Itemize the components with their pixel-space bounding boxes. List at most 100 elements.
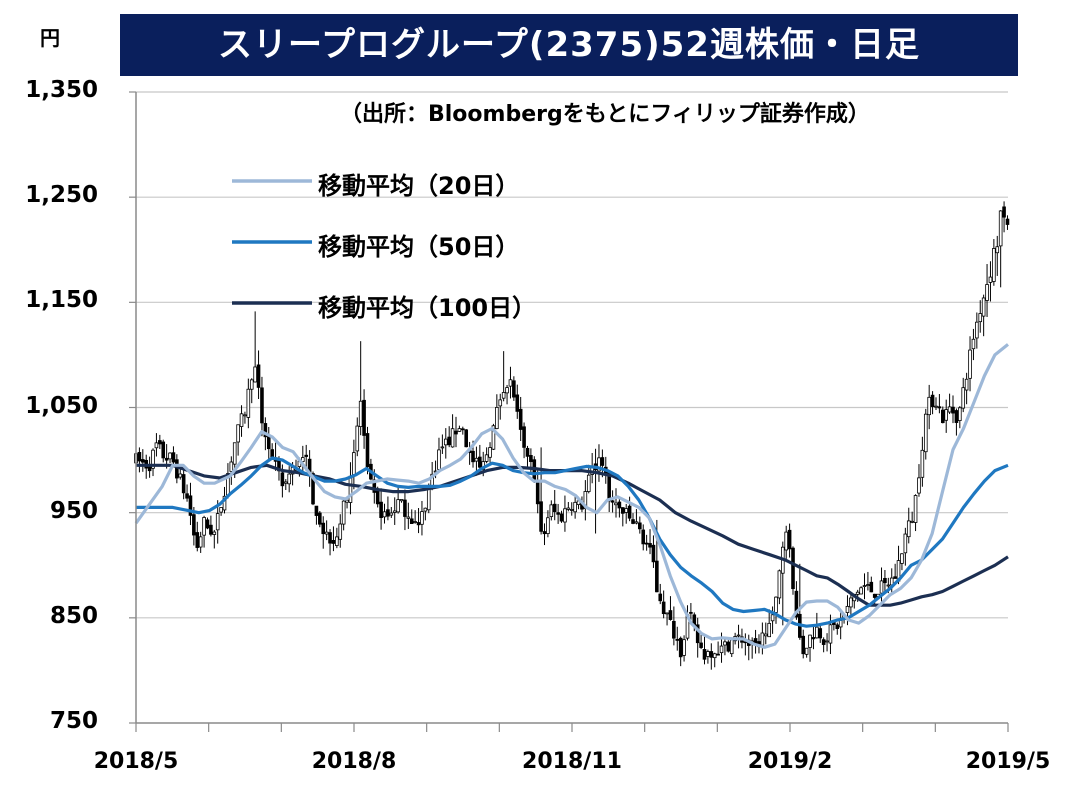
- candle-body: [188, 495, 193, 516]
- candle-body: [147, 466, 152, 472]
- candle-body: [937, 406, 942, 409]
- candle-body: [862, 585, 867, 588]
- candle-body: [260, 387, 264, 424]
- candle-body: [512, 380, 516, 398]
- candle-body: [345, 499, 349, 503]
- candle-body: [229, 461, 234, 472]
- candle-body: [478, 456, 482, 468]
- candle-body: [324, 531, 329, 535]
- candle-body: [175, 459, 179, 479]
- candle-body: [488, 447, 492, 458]
- candle-body: [927, 396, 931, 416]
- candle-body: [947, 406, 952, 413]
- candle-body: [437, 449, 441, 470]
- candle-body: [784, 531, 789, 551]
- candle-body: [845, 605, 850, 613]
- candle-body: [158, 440, 162, 445]
- candle-body: [461, 428, 465, 431]
- candle-body: [975, 321, 979, 339]
- candle-body: [185, 493, 189, 499]
- candle-body: [658, 593, 663, 602]
- unit-label: 円: [40, 26, 60, 50]
- candle-body: [396, 499, 400, 513]
- candle-body: [311, 473, 315, 505]
- candle-body: [382, 511, 387, 518]
- candle-body: [910, 520, 914, 523]
- candle-body: [301, 457, 305, 462]
- source-note: （出所：Bloombergをもとにフィリップ証券作成）: [340, 102, 870, 127]
- candle-body: [362, 399, 366, 436]
- candle-body: [209, 524, 213, 535]
- candle-body: [484, 454, 489, 462]
- candle-body: [930, 394, 935, 407]
- candle-body: [215, 513, 220, 531]
- candle-body: [256, 364, 261, 388]
- candle-body: [678, 637, 683, 658]
- candle-body: [542, 531, 547, 535]
- candle-body: [420, 511, 424, 525]
- candle-body: [498, 399, 503, 407]
- candle-body: [767, 622, 771, 638]
- candle-body: [736, 634, 741, 637]
- candle-body: [923, 413, 928, 453]
- candle-body: [549, 504, 554, 518]
- candle-body: [386, 509, 390, 517]
- candle-body: [849, 597, 853, 608]
- candle-body: [168, 452, 172, 460]
- candle-body: [695, 624, 700, 644]
- candle-body: [719, 645, 724, 654]
- candle-body: [515, 394, 520, 412]
- candle-body: [978, 313, 983, 323]
- candle-body: [287, 473, 291, 485]
- candle-body: [355, 425, 360, 452]
- candle-body: [246, 388, 251, 418]
- candle-body: [624, 508, 629, 513]
- candle-body: [886, 584, 891, 587]
- candle-body: [961, 387, 966, 409]
- candle-body: [869, 581, 874, 593]
- candle-body: [447, 436, 451, 446]
- candle-body: [638, 522, 642, 530]
- candle-body: [998, 210, 1003, 247]
- candle-body: [644, 542, 649, 545]
- candle-body: [525, 447, 530, 457]
- candle-body: [774, 596, 778, 613]
- candle-body: [627, 505, 632, 519]
- candle-body: [501, 392, 506, 399]
- candle-body: [232, 442, 237, 465]
- legend-label-ma100: 移動平均（100日）: [318, 294, 537, 322]
- candle-body: [546, 517, 550, 534]
- candle-body: [212, 531, 217, 535]
- candle-body: [883, 577, 887, 584]
- candle-body: [195, 532, 200, 548]
- candle-body: [808, 634, 812, 648]
- candle-body: [893, 576, 897, 579]
- ma50-line: [136, 456, 1009, 628]
- candle-body: [270, 449, 274, 458]
- candle-body: [791, 547, 795, 590]
- candle-body: [440, 446, 445, 449]
- candle-body: [648, 543, 652, 548]
- candle-body: [682, 639, 686, 656]
- candle-body: [392, 510, 397, 513]
- candle-body: [403, 499, 407, 517]
- candle-body: [968, 349, 972, 379]
- candle-body: [815, 626, 819, 639]
- candle-body: [552, 503, 557, 513]
- candle-body: [283, 481, 288, 484]
- candle-body: [651, 544, 656, 563]
- candle-body: [205, 519, 210, 529]
- candle-body: [161, 441, 166, 459]
- y-tick-label: 750: [49, 708, 98, 734]
- candle-body: [763, 633, 768, 637]
- candle-body: [253, 366, 257, 383]
- candle-body: [913, 495, 918, 523]
- candle-body: [981, 297, 986, 317]
- candle-body: [263, 423, 268, 438]
- candle-body: [399, 499, 404, 502]
- candle-body: [389, 512, 394, 516]
- candle-body: [569, 509, 574, 511]
- candle-body: [219, 507, 223, 513]
- y-tick-label: 1,050: [25, 392, 98, 419]
- candle-body: [318, 512, 322, 525]
